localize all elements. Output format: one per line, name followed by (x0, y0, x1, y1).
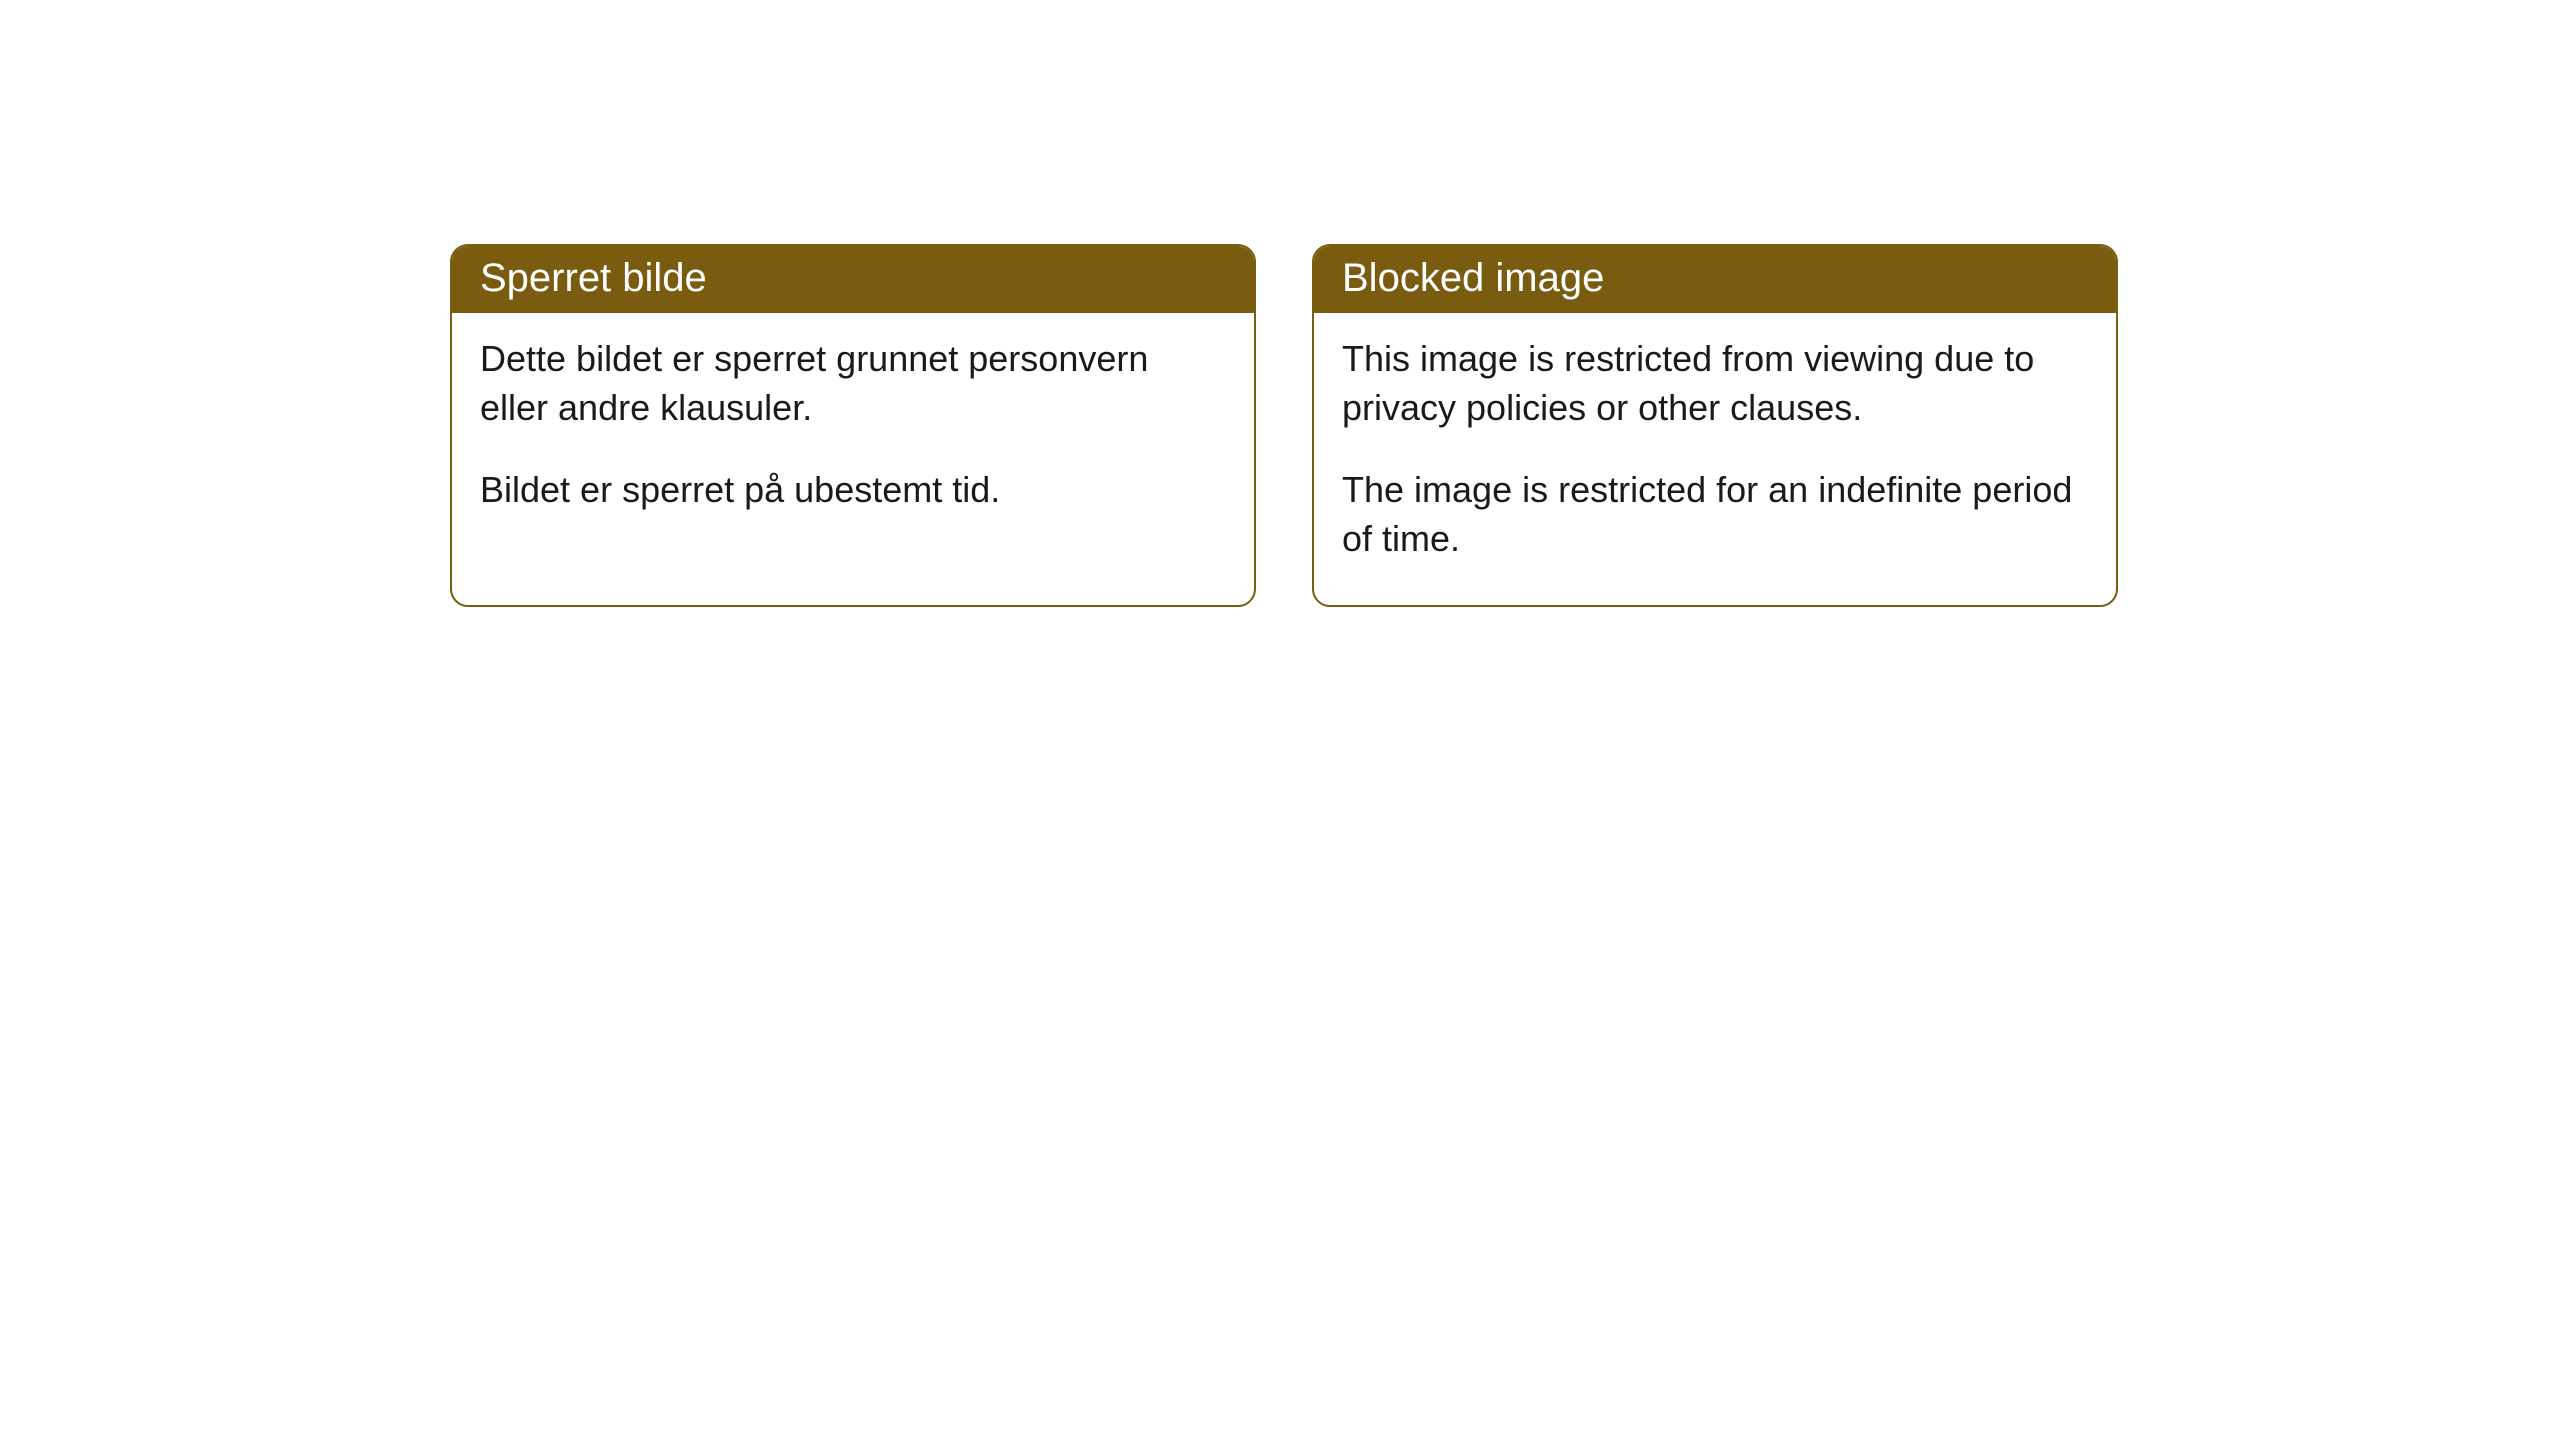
notice-paragraph: The image is restricted for an indefinit… (1342, 466, 2088, 563)
notice-container: Sperret bilde Dette bildet er sperret gr… (450, 244, 2118, 607)
notice-header: Blocked image (1314, 246, 2116, 313)
notice-body: Dette bildet er sperret grunnet personve… (452, 313, 1254, 557)
notice-card-norwegian: Sperret bilde Dette bildet er sperret gr… (450, 244, 1256, 607)
notice-title: Sperret bilde (480, 256, 707, 300)
notice-header: Sperret bilde (452, 246, 1254, 313)
notice-card-english: Blocked image This image is restricted f… (1312, 244, 2118, 607)
notice-title: Blocked image (1342, 256, 1604, 300)
notice-body: This image is restricted from viewing du… (1314, 313, 2116, 605)
notice-paragraph: Dette bildet er sperret grunnet personve… (480, 335, 1226, 432)
notice-paragraph: Bildet er sperret på ubestemt tid. (480, 466, 1226, 515)
notice-paragraph: This image is restricted from viewing du… (1342, 335, 2088, 432)
